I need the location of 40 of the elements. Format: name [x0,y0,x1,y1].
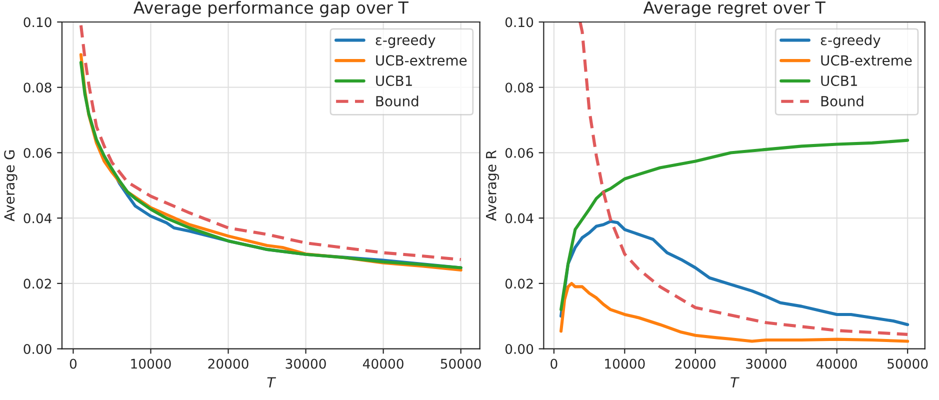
legend-label: Bound [821,96,864,106]
x-tick-label: 50000 [888,358,928,369]
y-tick-label: 0.08 [24,82,52,93]
x-tick-label: 0 [70,358,77,369]
x-axis-title: T [267,377,276,388]
x-tick-label: 20000 [208,358,248,369]
y-tick-label: 0.10 [24,17,52,28]
y-tick-label: 0.08 [505,82,534,93]
x-tick-label: 40000 [362,358,404,369]
chart-title: Average performance gap over T [133,1,408,18]
legend-label: Bound [376,96,418,106]
y-tick-label: 0.10 [505,17,534,28]
line-series [559,138,910,312]
y-tick-label: 0.06 [505,148,534,158]
x-tick-label: 20000 [675,358,716,369]
y-axis-title: Average R [486,150,500,221]
y-axis-title: Average G [4,150,18,222]
x-tick-label: 10000 [605,358,645,369]
line-series [559,282,910,343]
x-tick-label: 30000 [746,358,786,369]
x-axis-title: T [730,377,740,388]
y-tick-label: 0.06 [24,148,52,158]
legend-label: UCB1 [376,76,412,86]
legend-label: UCB1 [821,76,857,86]
x-tick-label: 0 [550,358,558,369]
legend-label: UCB-extreme [821,55,912,66]
y-tick-label: 0.04 [24,213,52,224]
x-tick-label: 50000 [440,358,481,369]
legend-label: UCB-extreme [376,55,467,66]
x-tick-label: 30000 [286,358,326,369]
legend-label: ε-greedy [376,34,436,48]
y-tick-label: 0.00 [24,344,52,354]
y-tick-label: 0.04 [505,213,534,224]
x-tick-label: 10000 [131,358,171,369]
y-tick-label: 0.02 [24,278,51,289]
x-tick-label: 40000 [816,358,857,369]
y-tick-label: 0.00 [505,344,534,354]
y-tick-label: 0.02 [505,278,533,289]
legend-label: ε-greedy [820,34,880,48]
chart-title: Average regret over T [643,2,826,18]
